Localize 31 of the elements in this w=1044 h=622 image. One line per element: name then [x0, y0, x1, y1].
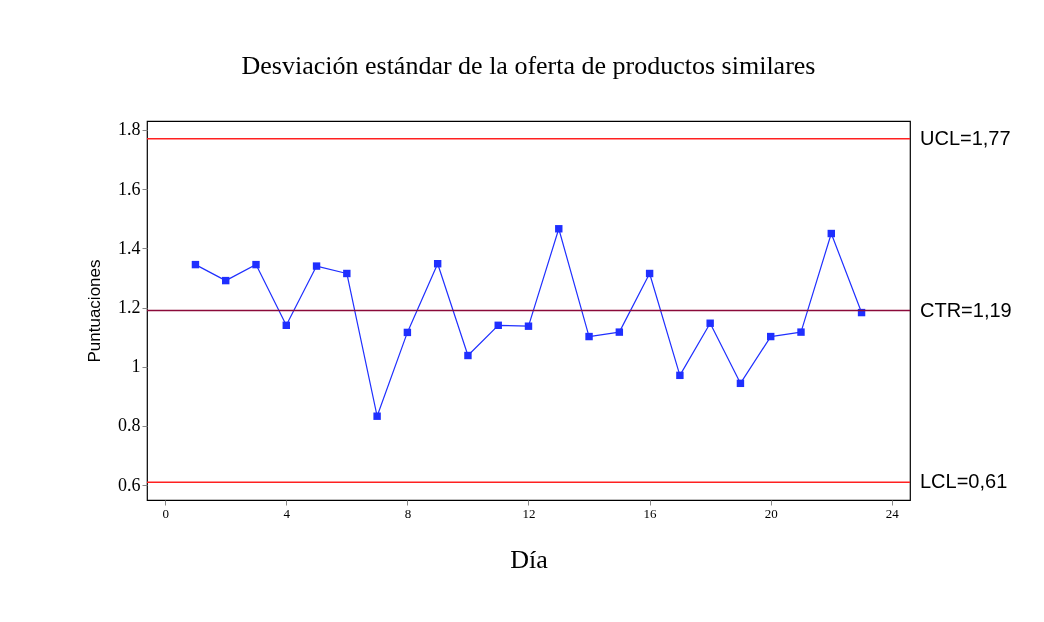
x-tick-label: 12 — [522, 505, 536, 521]
point — [615, 328, 624, 336]
point — [706, 319, 714, 327]
y-tick-label: 1.4 — [118, 237, 141, 258]
point — [797, 328, 805, 336]
x-axis-title: Día — [510, 544, 549, 574]
point — [585, 332, 593, 341]
y-tick-label: 1.8 — [118, 119, 141, 140]
y-tick-label: 0.8 — [118, 415, 141, 436]
y-tick-label: 0.6 — [118, 474, 141, 495]
ref-line-label: CTR=1,19 — [920, 298, 1012, 321]
y-axis-title: Puntuaciones — [85, 259, 104, 363]
ref-line-label: UCL=1,77 — [920, 126, 1011, 149]
x-tick-label: 8 — [404, 505, 412, 521]
y-tick-label: 1.2 — [118, 297, 141, 318]
point — [343, 269, 351, 278]
ref-line-label: LCL=0,61 — [920, 470, 1008, 493]
x-tick-label: 4 — [283, 505, 291, 521]
point — [464, 351, 472, 360]
point — [312, 262, 321, 270]
point — [252, 260, 260, 269]
point — [676, 371, 684, 380]
y-tick-label: 1.6 — [118, 178, 141, 199]
point — [524, 322, 533, 330]
x-tick-label: 24 — [885, 505, 900, 521]
point — [373, 412, 381, 420]
x-tick-label: 20 — [764, 505, 778, 521]
y-tick-label: 1 — [131, 356, 141, 377]
chart-title: Desviación estándar de la oferta de productos similares — [241, 50, 816, 80]
x-tick-label: 0 — [162, 505, 169, 521]
x-tick-label: 16 — [643, 505, 658, 521]
